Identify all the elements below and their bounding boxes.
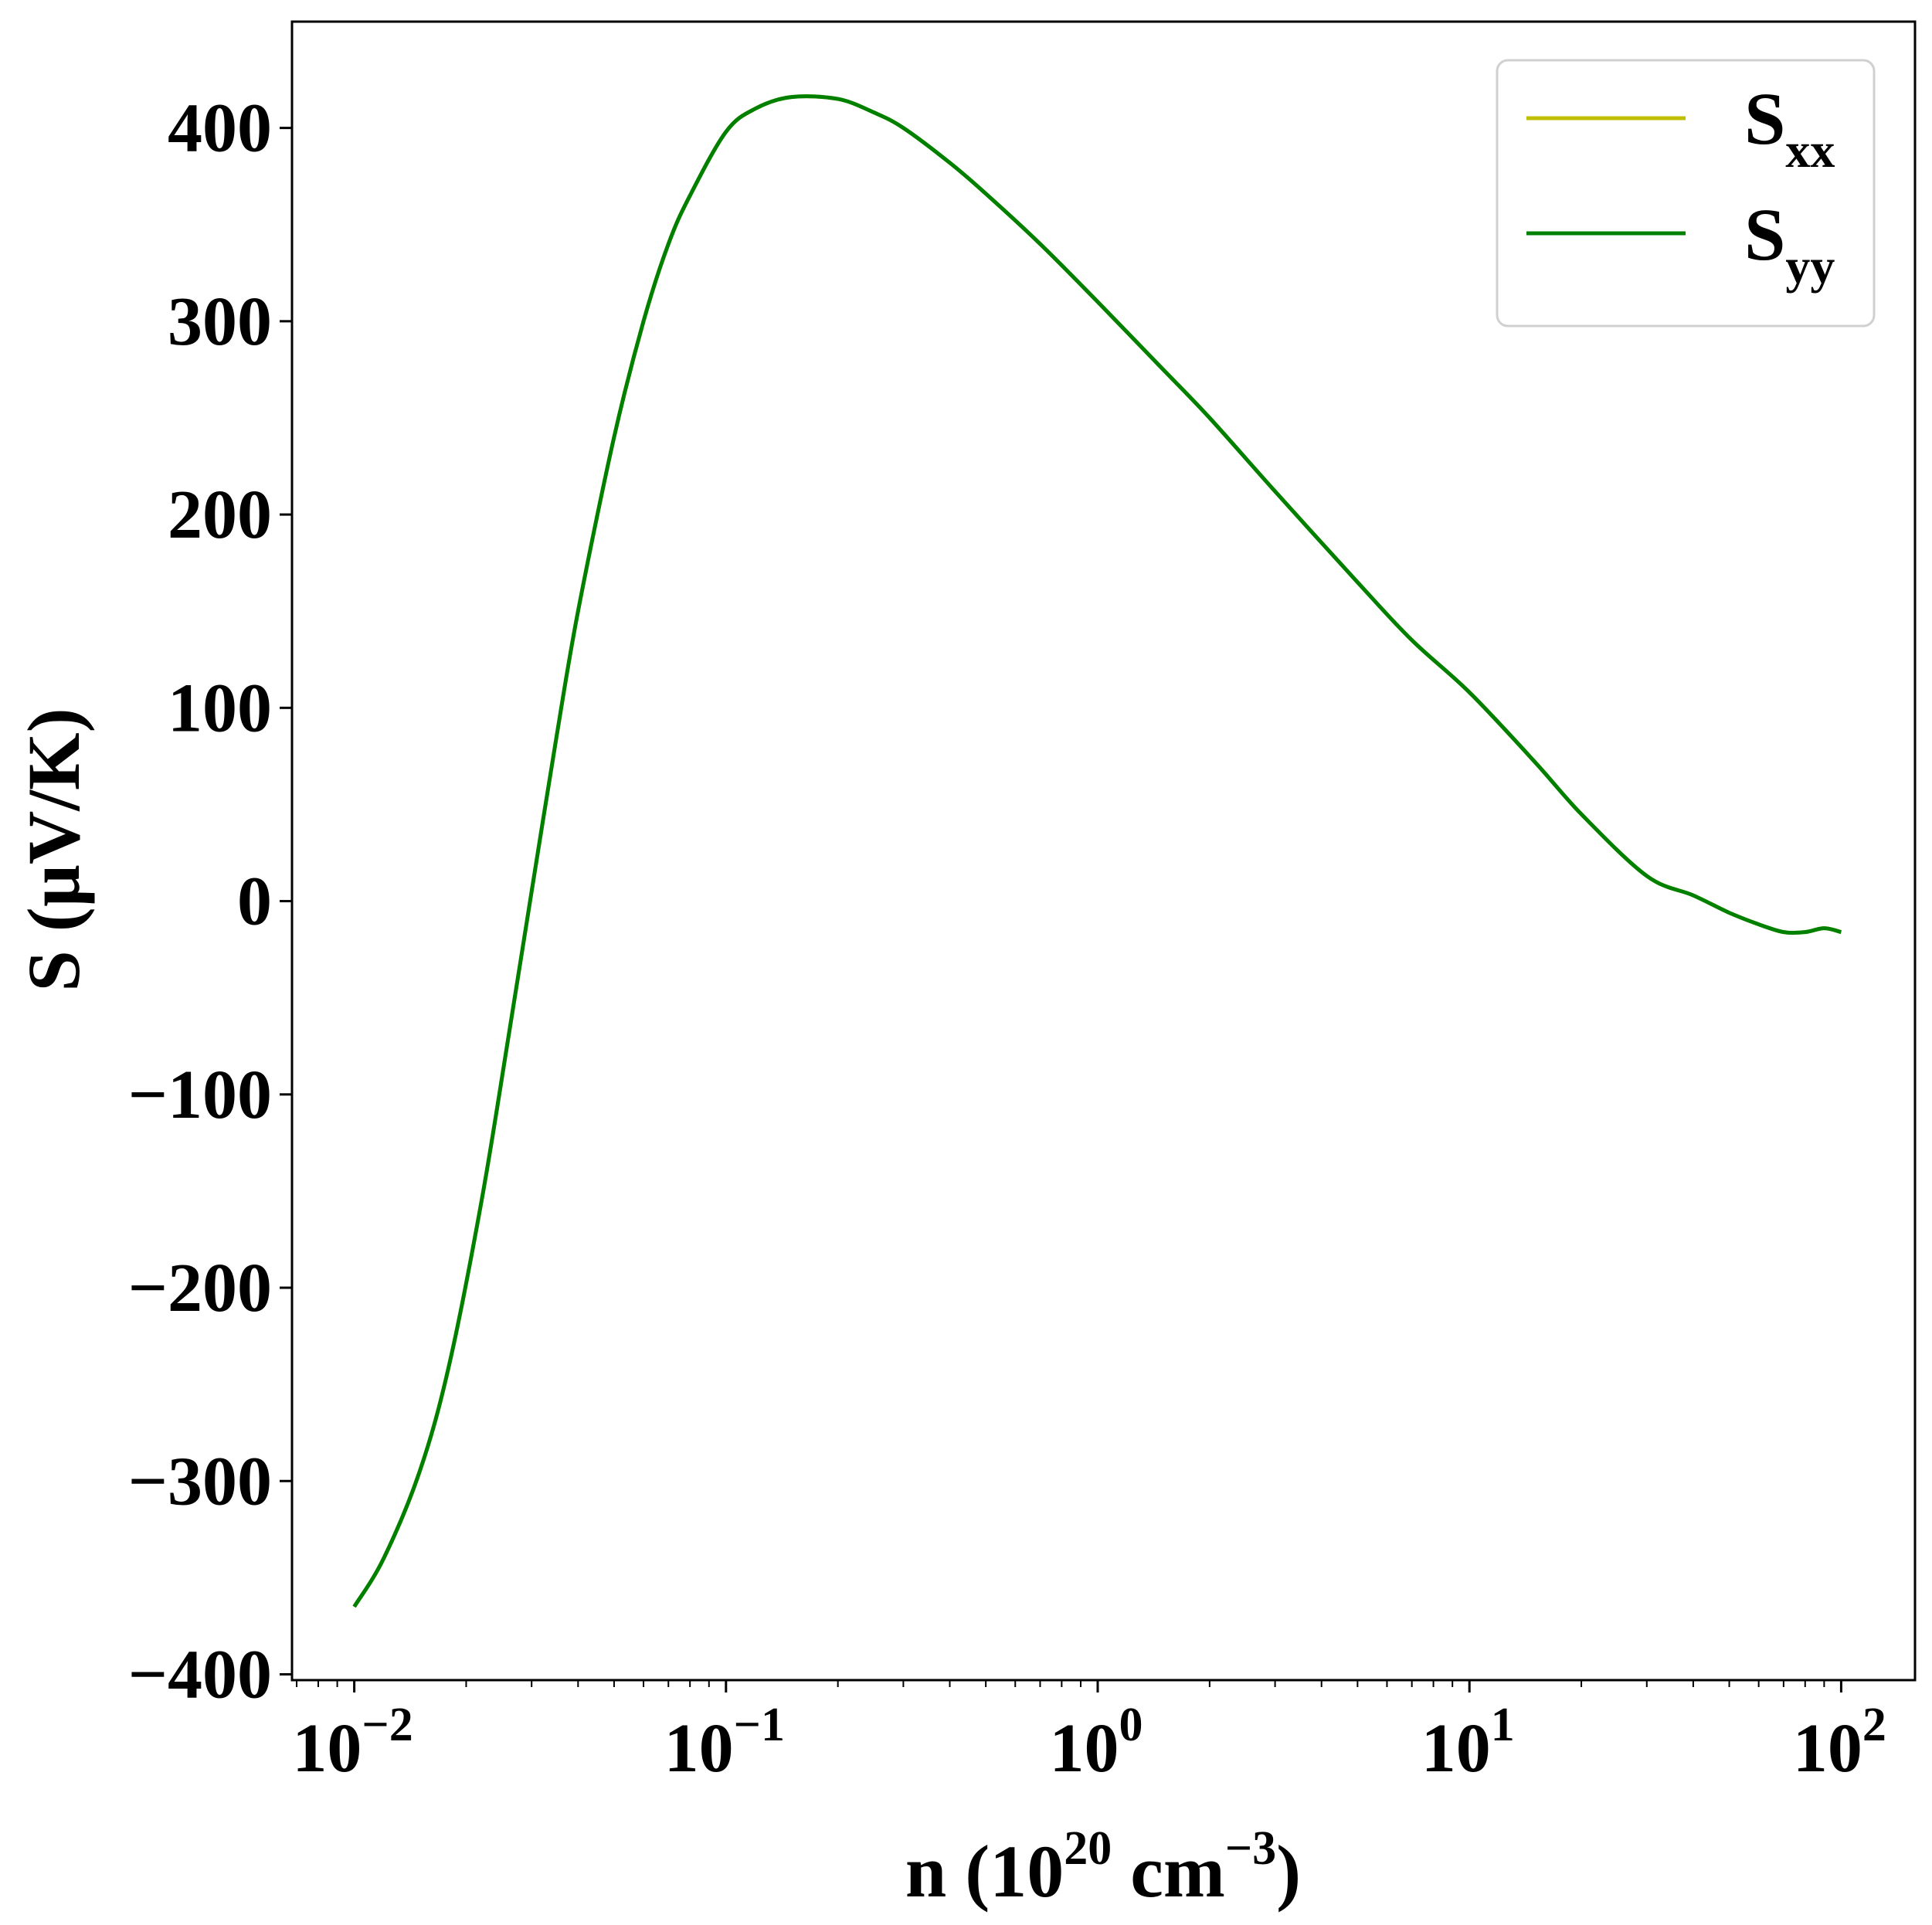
x-axis-title-sup2: −3 bbox=[1225, 1822, 1276, 1875]
legend-label-syy: Syy bbox=[1744, 193, 1835, 294]
x-tick-label-base: 10 bbox=[1421, 1710, 1491, 1787]
legend-label-syy-main: S bbox=[1744, 193, 1785, 276]
y-tick-label: 100 bbox=[168, 670, 272, 746]
y-axis-title: S (µV/K) bbox=[12, 708, 95, 991]
x-axis-title-sup1: 20 bbox=[1064, 1822, 1112, 1875]
x-axis-title-end: ) bbox=[1276, 1830, 1301, 1913]
x-tick-label-base: 10 bbox=[664, 1710, 734, 1787]
x-tick-label-exp: 0 bbox=[1119, 1699, 1143, 1751]
x-tick-label: 101 bbox=[1421, 1699, 1515, 1787]
x-tick-label-exp: −2 bbox=[362, 1699, 413, 1751]
y-tick-label: 300 bbox=[168, 283, 272, 360]
x-tick-label-base: 10 bbox=[1793, 1710, 1862, 1787]
x-tick-label: 100 bbox=[1050, 1699, 1143, 1787]
x-axis: 10−2 10−1 100 101 102 bbox=[292, 1680, 1886, 1787]
y-tick-label: −100 bbox=[128, 1057, 272, 1133]
y-tick-label: −200 bbox=[128, 1250, 272, 1326]
y-tick-label: 200 bbox=[168, 477, 272, 553]
x-tick-label: 10−2 bbox=[292, 1699, 413, 1787]
x-axis-title-mid: cm bbox=[1112, 1830, 1225, 1913]
legend-label-sxx-sub: xx bbox=[1785, 123, 1835, 178]
legend-label-sxx: Sxx bbox=[1744, 77, 1835, 178]
series-line-syy bbox=[352, 94, 1842, 1608]
legend-label-syy-sub: yy bbox=[1785, 239, 1835, 294]
x-axis-title: n (1020 cm−3) bbox=[905, 1822, 1301, 1913]
y-axis: −400 −300 −200 −100 0 100 200 300 400 bbox=[128, 90, 292, 1713]
x-tick-label-base: 10 bbox=[292, 1710, 362, 1787]
legend-box bbox=[1496, 59, 1876, 328]
plot-area bbox=[352, 94, 1842, 1608]
legend: Sxx Syy bbox=[1496, 59, 1876, 328]
x-tick-label: 102 bbox=[1793, 1699, 1886, 1787]
y-tick-label: 400 bbox=[168, 90, 272, 167]
x-axis-title-main: n (10 bbox=[905, 1830, 1064, 1913]
legend-label-sxx-main: S bbox=[1744, 77, 1785, 160]
x-tick-label-exp: −1 bbox=[734, 1699, 785, 1751]
y-tick-label: 0 bbox=[237, 864, 272, 940]
x-tick-label-exp: 1 bbox=[1491, 1699, 1515, 1751]
x-tick-label: 10−1 bbox=[664, 1699, 785, 1787]
y-tick-label: −400 bbox=[128, 1636, 272, 1713]
x-tick-label-base: 10 bbox=[1050, 1710, 1119, 1787]
x-tick-label-exp: 2 bbox=[1862, 1699, 1886, 1751]
y-tick-label: −300 bbox=[128, 1443, 272, 1519]
plot-frame bbox=[290, 20, 1917, 1682]
